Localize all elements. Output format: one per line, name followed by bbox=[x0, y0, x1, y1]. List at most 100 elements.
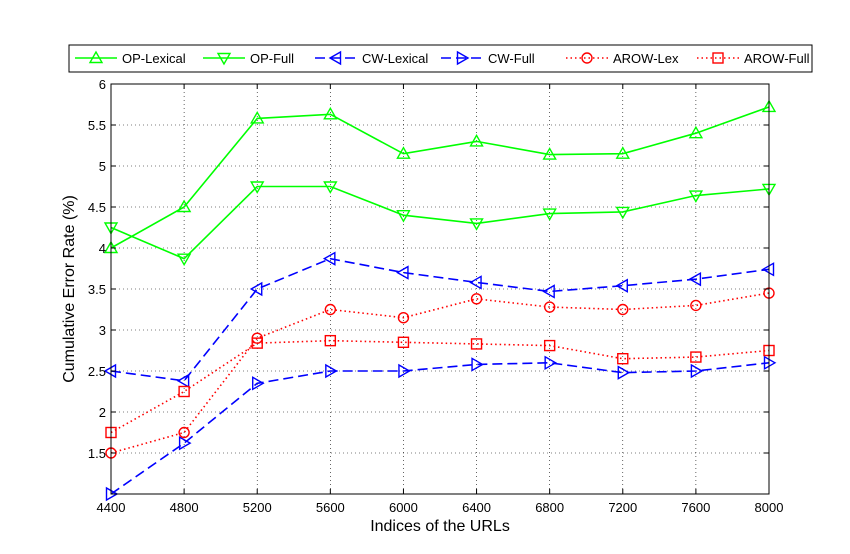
y-axis-title: Cumulative Error Rate (%) bbox=[61, 195, 78, 383]
data-point-op-lexical bbox=[615, 146, 630, 159]
data-point-op-lexical bbox=[542, 147, 557, 160]
data-point-arow-lex bbox=[543, 301, 556, 313]
data-point-cw-full bbox=[617, 365, 631, 380]
series-cw-lexical bbox=[103, 251, 775, 389]
x-tick-label: 8000 bbox=[755, 500, 784, 515]
y-tick-label: 2 bbox=[99, 405, 106, 420]
legend-label-cw-lexical: CW-Lexical bbox=[362, 51, 428, 66]
data-point-arow-lex bbox=[178, 426, 190, 439]
data-point-cw-full bbox=[398, 363, 411, 379]
y-tick-label: 5.5 bbox=[88, 118, 106, 133]
data-point-arow-lex bbox=[617, 303, 629, 316]
axis-ticks bbox=[110, 83, 770, 494]
data-point-op-lexical bbox=[469, 133, 484, 147]
x-axis-title: Indices of the URLs bbox=[370, 518, 510, 535]
legend-label-arow-lex: AROW-Lex bbox=[613, 51, 679, 66]
data-point-op-lexical bbox=[688, 125, 704, 139]
x-tick-label: 6800 bbox=[535, 500, 564, 515]
legend-marker-op-lexical bbox=[88, 50, 104, 64]
data-point-cw-lexical bbox=[396, 265, 409, 280]
data-point-op-full bbox=[176, 253, 192, 267]
y-tick-label: 5 bbox=[99, 159, 106, 174]
data-point-arow-full bbox=[324, 334, 337, 347]
data-point-arow-full bbox=[178, 385, 190, 398]
data-point-arow-full bbox=[397, 336, 410, 348]
legend-marker-op-full bbox=[216, 52, 232, 66]
x-tick-label: 6000 bbox=[389, 500, 418, 515]
tick-labels: 4400 4800 5200 5600 6000 6400 6800 7200 7600 8000… bbox=[88, 77, 784, 515]
series-op-lexical bbox=[103, 99, 777, 254]
y-tick-label: 3.5 bbox=[88, 282, 106, 297]
data-point-cw-lexical bbox=[615, 278, 628, 293]
x-tick-label: 7600 bbox=[681, 500, 710, 515]
x-tick-label: 5200 bbox=[243, 500, 272, 515]
series-cw-full bbox=[105, 355, 777, 502]
series-op-full bbox=[103, 181, 777, 267]
legend-label-arow-full: AROW-Full bbox=[744, 51, 810, 66]
data-point-cw-lexical bbox=[688, 271, 702, 287]
data-point-arow-full bbox=[470, 338, 483, 350]
data-point-arow-full bbox=[617, 353, 629, 365]
data-point-cw-full bbox=[325, 363, 338, 379]
data-point-cw-full bbox=[763, 355, 777, 371]
legend-item-cw-full: CW-Full bbox=[441, 50, 535, 66]
data-point-arow-lex bbox=[470, 293, 483, 305]
data-point-arow-lex bbox=[397, 312, 410, 324]
legend-marker-cw-full bbox=[456, 50, 470, 66]
data-point-cw-lexical bbox=[176, 373, 190, 389]
y-tick-label: 4.5 bbox=[88, 200, 106, 215]
x-tick-label: 4400 bbox=[97, 500, 126, 515]
data-point-cw-full bbox=[178, 435, 192, 451]
y-tick-label: 2.5 bbox=[88, 364, 106, 379]
data-point-cw-lexical bbox=[542, 284, 555, 299]
series-line-op-full bbox=[110, 185, 770, 260]
grid-lines bbox=[111, 84, 769, 494]
data-point-cw-full bbox=[471, 357, 484, 372]
legend-marker-arow-lex bbox=[581, 52, 593, 64]
data-point-arow-lex bbox=[324, 303, 337, 316]
data-point-op-lexical bbox=[176, 199, 192, 213]
series-layer bbox=[103, 99, 777, 502]
legend-label-op-full: OP-Full bbox=[250, 51, 294, 66]
data-point-cw-full bbox=[105, 486, 119, 502]
y-tick-label: 1.5 bbox=[88, 446, 106, 461]
data-point-op-full bbox=[615, 206, 630, 220]
x-tick-label: 6400 bbox=[462, 500, 491, 515]
legend-item-op-lexical: OP-Lexical bbox=[75, 50, 186, 66]
data-point-op-full bbox=[250, 181, 265, 194]
legend-marker-arow-full bbox=[712, 52, 724, 64]
data-point-op-lexical bbox=[323, 106, 338, 120]
x-tick-label: 7200 bbox=[608, 500, 637, 515]
data-point-cw-lexical bbox=[761, 262, 775, 277]
legend: OP-Lexical OP-Full CW-Lexical CW-Full AROW-L… bbox=[68, 44, 813, 73]
legend-marker-cw-lexical bbox=[328, 50, 342, 66]
y-tick-label: 4 bbox=[99, 241, 106, 256]
series-line-cw-lexical bbox=[110, 257, 770, 382]
series-line-arow-lex bbox=[110, 292, 770, 454]
data-point-cw-full bbox=[690, 363, 704, 379]
legend-item-arow-full: AROW-Full bbox=[697, 51, 810, 66]
legend-label-op-lexical: OP-Lexical bbox=[122, 51, 186, 66]
legend-item-arow-lex: AROW-Lex bbox=[566, 51, 679, 66]
data-point-op-full bbox=[323, 181, 338, 194]
series-line-op-lexical bbox=[110, 106, 770, 249]
x-tick-label: 5600 bbox=[316, 500, 345, 515]
data-point-op-full bbox=[542, 208, 557, 221]
legend-item-op-full: OP-Full bbox=[203, 51, 294, 66]
data-point-arow-full bbox=[543, 339, 556, 352]
legend-label-cw-full: CW-Full bbox=[488, 51, 535, 66]
data-point-op-full bbox=[688, 190, 704, 203]
data-point-op-lexical bbox=[250, 111, 265, 124]
y-tick-label: 3 bbox=[99, 323, 106, 338]
data-point-op-full bbox=[469, 218, 484, 231]
data-point-cw-lexical bbox=[249, 281, 263, 297]
data-point-op-full bbox=[396, 209, 411, 223]
data-point-cw-lexical bbox=[469, 275, 482, 290]
y-tick-label: 6 bbox=[99, 77, 106, 92]
data-point-arow-lex bbox=[690, 299, 702, 312]
data-point-cw-lexical bbox=[322, 251, 336, 266]
data-point-cw-full bbox=[544, 355, 558, 371]
data-point-cw-full bbox=[252, 376, 265, 391]
data-point-arow-full bbox=[690, 351, 702, 363]
